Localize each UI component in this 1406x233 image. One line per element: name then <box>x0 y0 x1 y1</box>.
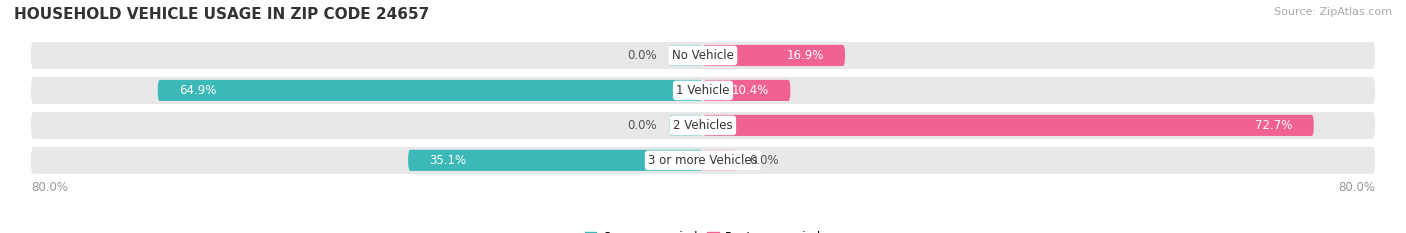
Text: 72.7%: 72.7% <box>1256 119 1292 132</box>
Text: No Vehicle: No Vehicle <box>672 49 734 62</box>
Text: 1 Vehicle: 1 Vehicle <box>676 84 730 97</box>
FancyBboxPatch shape <box>408 150 703 171</box>
Text: 0.0%: 0.0% <box>627 49 657 62</box>
FancyBboxPatch shape <box>669 115 703 136</box>
Text: 2 Vehicles: 2 Vehicles <box>673 119 733 132</box>
Text: HOUSEHOLD VEHICLE USAGE IN ZIP CODE 24657: HOUSEHOLD VEHICLE USAGE IN ZIP CODE 2465… <box>14 7 429 22</box>
FancyBboxPatch shape <box>703 115 1313 136</box>
FancyBboxPatch shape <box>31 112 1375 139</box>
Legend: Owner-occupied, Renter-occupied: Owner-occupied, Renter-occupied <box>579 226 827 233</box>
FancyBboxPatch shape <box>31 147 1375 174</box>
FancyBboxPatch shape <box>31 77 1375 104</box>
Text: 3 or more Vehicles: 3 or more Vehicles <box>648 154 758 167</box>
Text: 0.0%: 0.0% <box>749 154 779 167</box>
Text: Source: ZipAtlas.com: Source: ZipAtlas.com <box>1274 7 1392 17</box>
FancyBboxPatch shape <box>669 45 703 66</box>
FancyBboxPatch shape <box>157 80 703 101</box>
Text: 35.1%: 35.1% <box>429 154 467 167</box>
FancyBboxPatch shape <box>703 45 845 66</box>
FancyBboxPatch shape <box>31 42 1375 69</box>
Text: 80.0%: 80.0% <box>1339 181 1375 194</box>
Text: 80.0%: 80.0% <box>31 181 67 194</box>
Text: 0.0%: 0.0% <box>627 119 657 132</box>
Text: 10.4%: 10.4% <box>733 84 769 97</box>
Text: 16.9%: 16.9% <box>786 49 824 62</box>
Text: 64.9%: 64.9% <box>179 84 217 97</box>
FancyBboxPatch shape <box>703 80 790 101</box>
FancyBboxPatch shape <box>703 150 737 171</box>
